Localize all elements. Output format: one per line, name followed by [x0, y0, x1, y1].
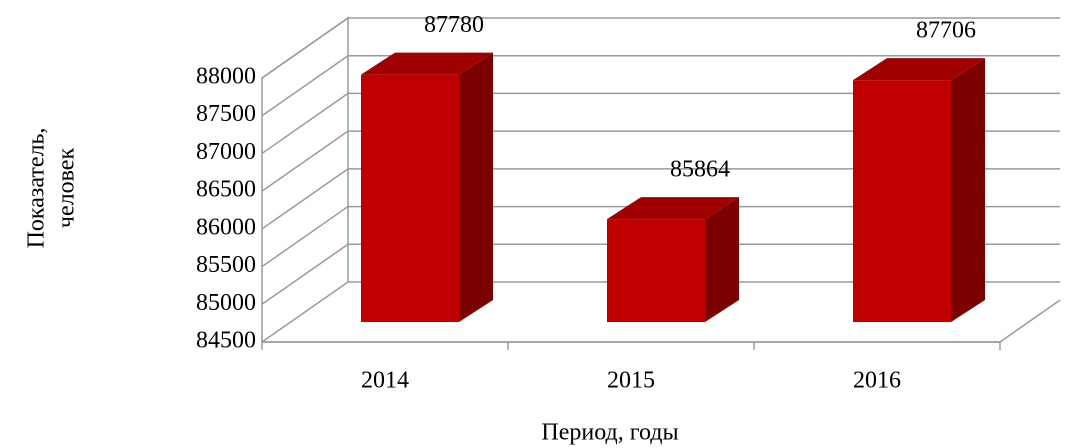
- y-tick-label: 84500: [196, 328, 256, 354]
- y-axis-title: Показатель,: [24, 128, 50, 249]
- data-label: 85864: [670, 157, 730, 183]
- data-label: 87780: [424, 12, 484, 38]
- bar-top: [361, 52, 493, 75]
- y-tick-label: 88000: [196, 64, 256, 90]
- y-tick-label: 86500: [196, 177, 256, 203]
- bar-top: [607, 197, 739, 220]
- y-tick-label: 86000: [196, 214, 256, 240]
- grid-line: [261, 54, 1060, 117]
- x-tick-label: 2014: [361, 368, 409, 394]
- y-tick-label: 85500: [196, 252, 256, 278]
- data-label: 87706: [916, 18, 976, 44]
- bar-top: [853, 58, 985, 81]
- bar: [361, 52, 493, 322]
- bar-side: [459, 52, 493, 322]
- bar-front: [607, 219, 705, 322]
- grid-line: [261, 130, 1060, 192]
- bar-front: [361, 74, 459, 322]
- grid-line: [261, 205, 1060, 268]
- y-tick-label: 87000: [196, 139, 256, 165]
- bar-front: [853, 80, 951, 323]
- x-tick-label: 2016: [853, 368, 901, 394]
- bar-side: [951, 58, 985, 323]
- bar: [853, 58, 985, 323]
- y-axis-title: человек: [54, 148, 80, 229]
- wall-edge: [261, 16, 349, 342]
- bar: [607, 197, 739, 322]
- y-tick-label: 85000: [196, 290, 256, 316]
- grid-line: [261, 17, 1060, 79]
- x-tick-label: 2015: [607, 368, 655, 394]
- grid-line: [261, 243, 1060, 305]
- grid-line: [261, 281, 1060, 343]
- x-axis-title: Период, годы: [541, 420, 678, 446]
- y-tick-label: 87500: [196, 101, 256, 127]
- bar-side: [705, 197, 739, 322]
- grid-line: [261, 168, 1060, 230]
- grid-line: [261, 92, 1060, 155]
